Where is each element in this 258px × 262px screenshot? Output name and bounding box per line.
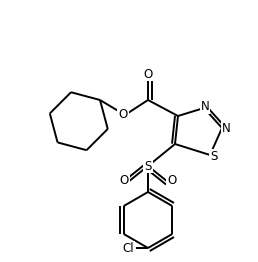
Text: N: N: [222, 122, 230, 134]
Text: O: O: [118, 108, 128, 122]
Text: S: S: [210, 150, 218, 162]
Text: O: O: [119, 174, 129, 188]
Text: S: S: [144, 160, 152, 172]
Text: O: O: [143, 68, 153, 80]
Text: Cl: Cl: [122, 242, 134, 254]
Text: O: O: [167, 174, 177, 188]
Text: N: N: [201, 101, 209, 113]
